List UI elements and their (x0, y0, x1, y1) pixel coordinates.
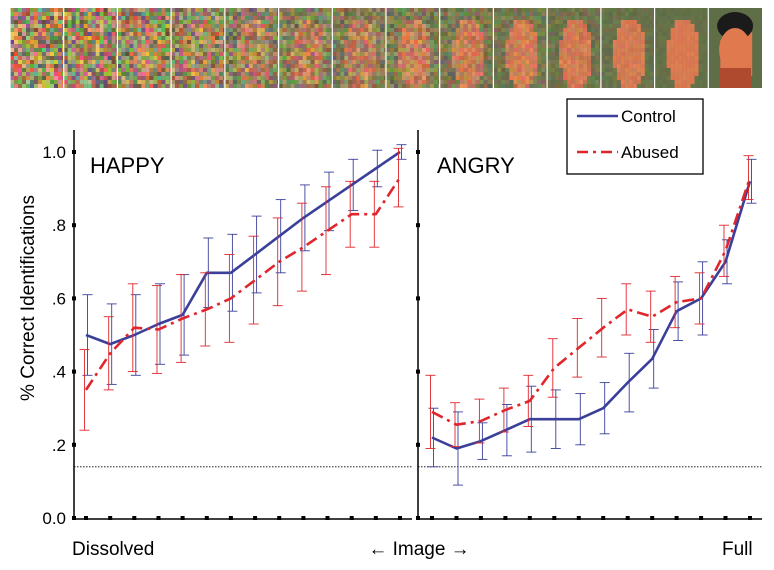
angry-x-tick (503, 516, 508, 520)
legend: Control Abused (566, 98, 704, 175)
happy-panel (79, 144, 407, 431)
face-frame (224, 8, 281, 88)
happy-x-tick (325, 516, 330, 520)
angry-y-tick (416, 296, 420, 301)
angry-control-error-bar (746, 158, 757, 204)
angry-abused-error-bar (719, 224, 729, 277)
happy-y-tick (72, 223, 76, 228)
face-frame (546, 8, 604, 88)
angry-panel (425, 155, 757, 486)
angry-x-tick (454, 516, 459, 520)
face-frame (653, 8, 711, 88)
face-frame (707, 8, 762, 88)
y-tick-label: .6 (52, 289, 66, 308)
angry-y-tick (416, 369, 420, 374)
angry-x-tick (699, 516, 704, 520)
happy-x-tick (108, 516, 113, 520)
happy-x-tick (301, 516, 306, 520)
happy-control-line (85, 150, 401, 346)
x-label-image: ← Image → (368, 539, 469, 560)
angry-x-tick (748, 516, 752, 520)
happy-x-tick (228, 516, 233, 520)
happy-abused-error-bar (79, 349, 90, 431)
angry-x-tick (601, 516, 606, 520)
face-dissolve-image-strip (10, 8, 762, 88)
face-frame (385, 8, 442, 88)
angry-abused-error-bar (425, 374, 436, 449)
angry-x-tick (478, 516, 483, 520)
happy-y-tick (72, 150, 76, 154)
angry-abused-error-bar (645, 290, 656, 343)
angry-panel-label: ANGRY (437, 153, 515, 178)
angry-x-tick (625, 516, 630, 520)
angry-y-tick (416, 442, 420, 447)
angry-x-tick (527, 516, 532, 520)
happy-y-tick (72, 369, 76, 374)
happy-x-tick (132, 516, 137, 520)
face-frame (10, 8, 66, 88)
x-label-full: Full (722, 539, 753, 560)
angry-x-tick (552, 516, 557, 520)
y-tick-label: .8 (52, 216, 66, 235)
happy-x-tick (204, 516, 209, 520)
happy-x-tick (84, 516, 88, 520)
happy-abused-error-bar (321, 186, 331, 276)
angry-x-tick (674, 516, 679, 520)
happy-abused-error-bar (393, 147, 404, 208)
face-frame (331, 8, 389, 88)
happy-y-tick (72, 296, 76, 301)
y-tick-label: .4 (52, 363, 66, 382)
angry-x-tick (650, 516, 655, 520)
y-axis-label: % Correct Identifications (18, 195, 39, 401)
happy-y-tick (72, 442, 76, 447)
happy-x-tick (253, 516, 258, 520)
y-tick-label: 0.0 (42, 509, 66, 528)
happy-abused-line (84, 176, 402, 391)
happy-abused-error-bar (272, 217, 283, 307)
happy-x-tick (277, 516, 282, 520)
happy-x-tick (156, 516, 161, 520)
angry-abused-line (431, 177, 752, 427)
happy-x-tick (349, 516, 354, 520)
angry-x-tick (723, 516, 728, 520)
legend-box (566, 98, 704, 175)
y-tick-label: .2 (52, 436, 66, 455)
happy-x-tick (180, 516, 185, 520)
angry-y-tick (416, 150, 420, 154)
angry-abused-error-bar (743, 155, 754, 201)
angry-control-line (431, 180, 752, 450)
angry-control-error-bar (648, 329, 659, 389)
happy-y-tick (72, 516, 76, 520)
happy-x-tick (373, 516, 378, 520)
y-tick-label: 1.0 (42, 143, 66, 162)
angry-x-tick (576, 516, 581, 520)
angry-y-tick (416, 516, 420, 520)
angry-abused-error-bar (621, 283, 632, 336)
legend-control-label: Control (621, 107, 676, 126)
x-label-dissolved: Dissolved (72, 539, 154, 560)
angry-y-tick (416, 223, 420, 228)
happy-x-tick (398, 516, 402, 520)
happy-panel-label: HAPPY (90, 153, 165, 178)
angry-abused-error-bar (547, 338, 558, 398)
angry-x-tick (430, 516, 434, 520)
legend-abused-label: Abused (621, 143, 679, 162)
